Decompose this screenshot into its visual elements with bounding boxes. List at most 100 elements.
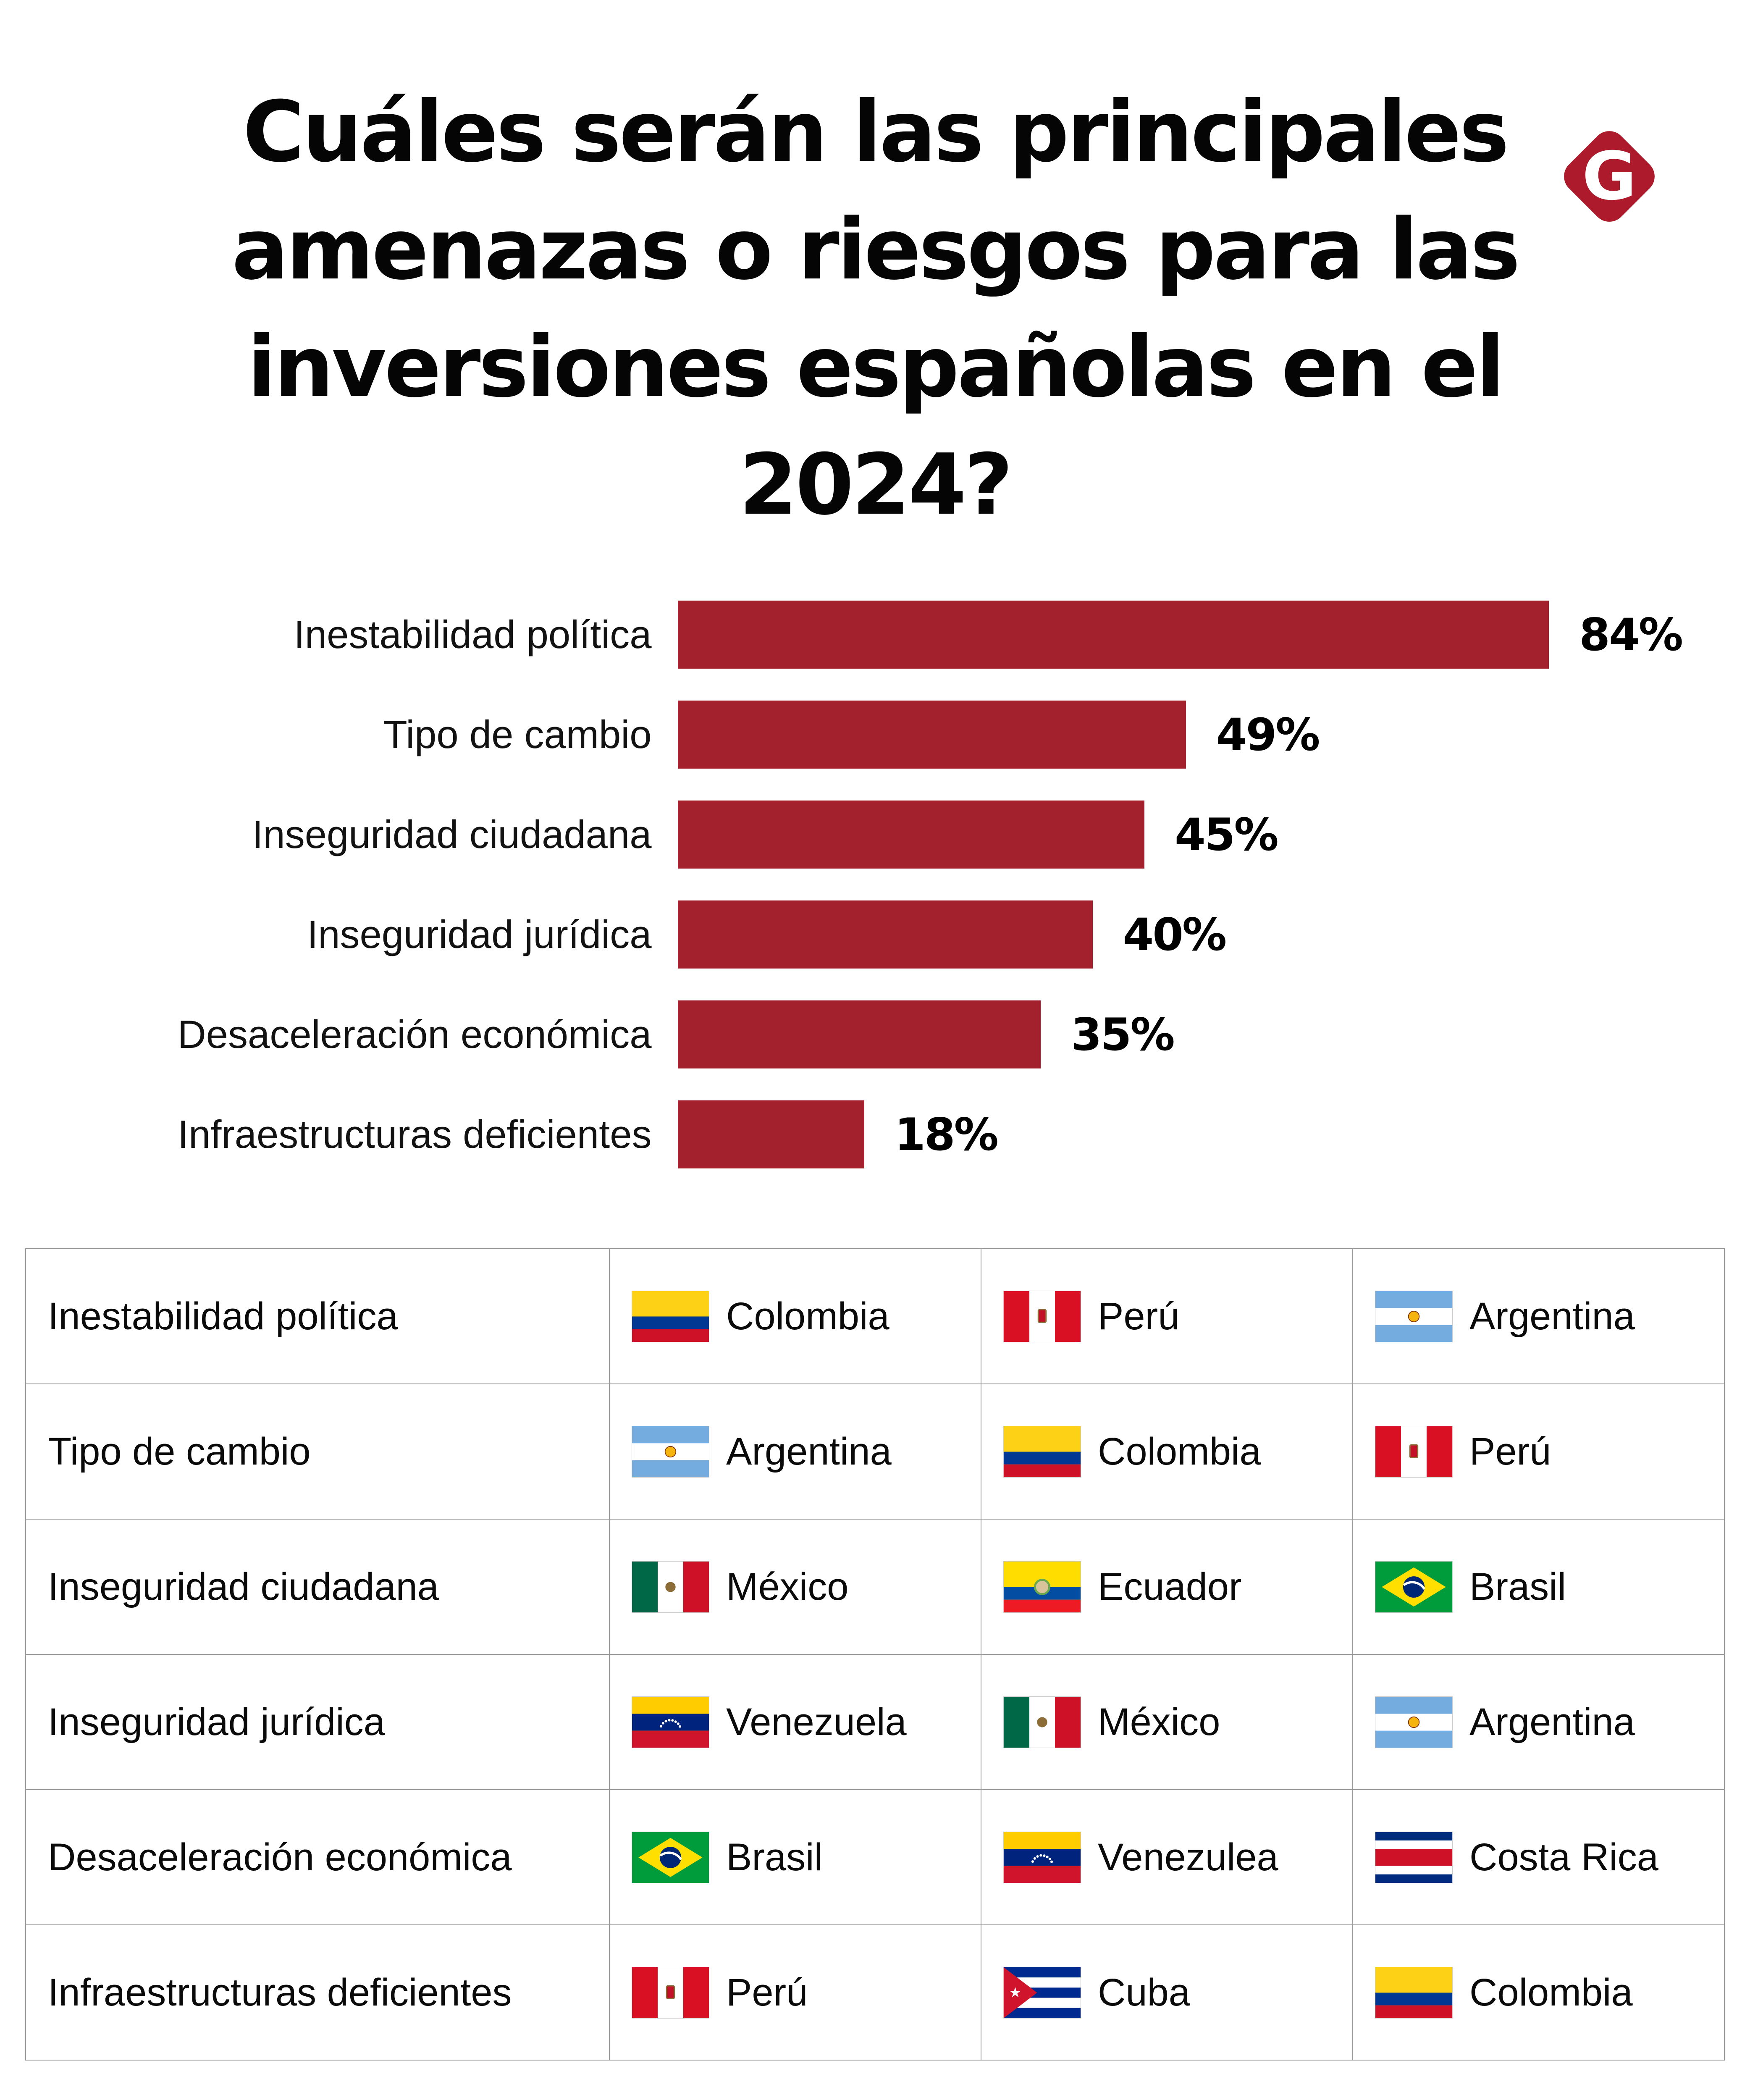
country-cell: Ecuador [981, 1519, 1353, 1655]
country-cell: México [981, 1654, 1353, 1790]
bar-value: 84% [1579, 609, 1683, 661]
bar-area: 18% [677, 1100, 1715, 1168]
bar-value: 49% [1216, 709, 1320, 761]
colombia-flag-icon [1375, 1966, 1453, 2019]
bar-value: 18% [895, 1108, 999, 1160]
row-label: Infraestructuras deficientes [25, 1924, 610, 2061]
argentina-flag-icon [632, 1425, 709, 1478]
brasil-flag-icon [632, 1831, 709, 1883]
bar-value: 45% [1175, 808, 1279, 861]
country-cell: Perú [981, 1248, 1353, 1384]
table-row: Infraestructuras deficientes Perú Cuba C… [25, 1924, 1725, 2061]
country-cell: Brasil [1352, 1519, 1725, 1655]
country-name: Perú [1469, 1430, 1551, 1473]
venezuela-flag-icon [632, 1696, 709, 1748]
country-name: Colombia [1469, 1971, 1633, 2014]
country-cell: Colombia [609, 1248, 981, 1384]
bar-area: 35% [677, 1000, 1715, 1068]
country-name: Brasil [726, 1835, 823, 1879]
country-cell: Argentina [609, 1383, 981, 1520]
chart-row: Tipo de cambio 49% [35, 701, 1715, 769]
publisher-logo: G [1557, 124, 1662, 229]
country-cell: Colombia [1352, 1924, 1725, 2061]
bar-label: Inseguridad ciudadana [252, 812, 652, 856]
bar-chart: Inestabilidad política 84% Tipo de cambi… [35, 601, 1715, 1168]
chart-row: Infraestructuras deficientes 18% [35, 1100, 1715, 1168]
bar-value: 40% [1123, 908, 1227, 961]
argentina-flag-icon [1375, 1290, 1453, 1342]
chart-row: Inseguridad jurídica 40% [35, 900, 1715, 969]
country-cell: Perú [1352, 1383, 1725, 1520]
table-row: Inestabilidad política Colombia Perú Arg… [25, 1248, 1725, 1384]
page-title: Cuáles serán las principales amenazas o … [231, 83, 1520, 534]
country-name: Venezulea [1098, 1835, 1278, 1879]
bar [677, 1000, 1041, 1068]
risks-table: Inestabilidad política Colombia Perú Arg… [25, 1248, 1725, 2061]
costarica-flag-icon [1375, 1831, 1453, 1883]
row-label: Inestabilidad política [25, 1248, 610, 1384]
country-name: Brasil [1469, 1565, 1566, 1608]
bar-label: Inseguridad jurídica [307, 912, 652, 956]
country-cell: Venezuela [609, 1654, 981, 1790]
country-cell: Perú [609, 1924, 981, 2061]
row-label: Inseguridad ciudadana [25, 1519, 610, 1655]
colombia-flag-icon [1003, 1425, 1081, 1478]
row-label: Inseguridad jurídica [25, 1654, 610, 1790]
country-cell: Argentina [1352, 1654, 1725, 1790]
bar-area: 84% [677, 601, 1715, 669]
bar [677, 601, 1549, 669]
country-name: Venezuela [726, 1700, 907, 1743]
venezuela-flag-icon [1003, 1831, 1081, 1883]
bar [677, 900, 1093, 969]
country-name: Cuba [1098, 1971, 1190, 2014]
bar [677, 701, 1186, 769]
bar-area: 40% [677, 900, 1715, 969]
row-label: Desaceleración económica [25, 1789, 610, 1925]
country-cell: Costa Rica [1352, 1789, 1725, 1925]
chart-row: Desaceleración económica 35% [35, 1000, 1715, 1068]
country-name: Ecuador [1098, 1565, 1242, 1608]
country-cell: México [609, 1519, 981, 1655]
country-name: Colombia [726, 1294, 889, 1338]
bar-label: Infraestructuras deficientes [177, 1112, 652, 1156]
chart-row: Inseguridad ciudadana 45% [35, 801, 1715, 869]
country-cell: Venezulea [981, 1789, 1353, 1925]
peru-flag-icon [632, 1966, 709, 2019]
table-row: Tipo de cambio Argentina Colombia Perú [25, 1383, 1725, 1520]
bar-label: Desaceleración económica [177, 1012, 652, 1056]
row-label: Tipo de cambio [25, 1383, 610, 1520]
country-name: Perú [726, 1971, 808, 2014]
g-logo-icon: G [1582, 138, 1637, 215]
table-row: Desaceleración económica Brasil Venezule… [25, 1789, 1725, 1925]
table-row: Inseguridad jurídica Venezuela México Ar… [25, 1654, 1725, 1790]
bar-label: Tipo de cambio [383, 712, 652, 756]
country-name: Perú [1098, 1294, 1180, 1338]
cuba-flag-icon [1003, 1966, 1081, 2019]
country-cell: Argentina [1352, 1248, 1725, 1384]
table-row: Inseguridad ciudadana México Ecuador Bra… [25, 1519, 1725, 1655]
country-name: Argentina [1469, 1700, 1635, 1743]
ecuador-flag-icon [1003, 1561, 1081, 1613]
country-name: México [1098, 1700, 1220, 1743]
country-name: Argentina [1469, 1294, 1635, 1338]
country-cell: Cuba [981, 1924, 1353, 2061]
country-cell: Brasil [609, 1789, 981, 1925]
country-name: México [726, 1565, 849, 1608]
bar-area: 49% [677, 701, 1715, 769]
peru-flag-icon [1003, 1290, 1081, 1342]
colombia-flag-icon [632, 1290, 709, 1342]
mexico-flag-icon [1003, 1696, 1081, 1748]
country-name: Costa Rica [1469, 1835, 1658, 1879]
bar-label: Inestabilidad política [294, 612, 652, 656]
bar [677, 1100, 865, 1168]
chart-row: Inestabilidad política 84% [35, 601, 1715, 669]
peru-flag-icon [1375, 1425, 1453, 1478]
bar-area: 45% [677, 801, 1715, 869]
argentina-flag-icon [1375, 1696, 1453, 1748]
bar [677, 801, 1144, 869]
bar-value: 35% [1071, 1008, 1175, 1060]
mexico-flag-icon [632, 1561, 709, 1613]
country-cell: Colombia [981, 1383, 1353, 1520]
country-name: Colombia [1098, 1430, 1261, 1473]
brasil-flag-icon [1375, 1561, 1453, 1613]
